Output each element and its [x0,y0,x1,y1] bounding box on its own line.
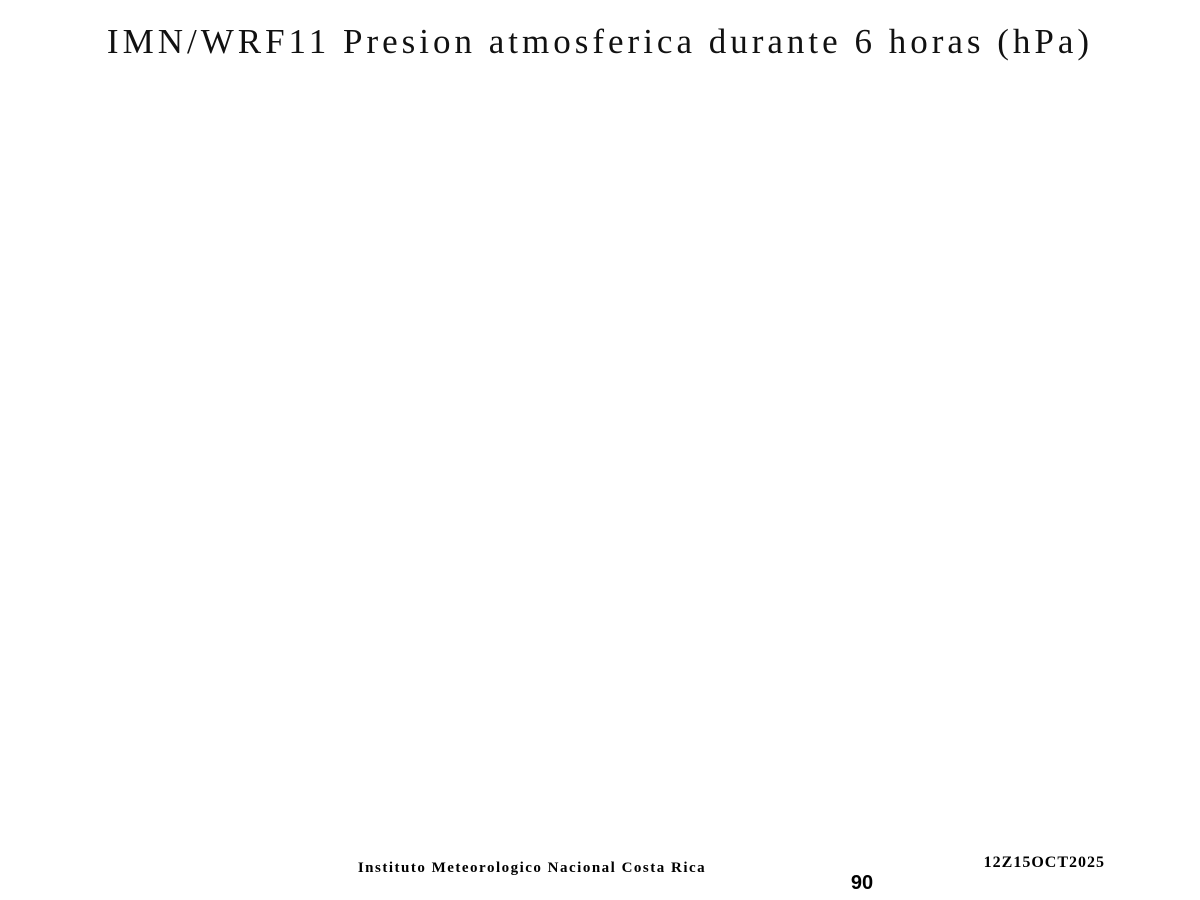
footer-institution: Instituto Meteorologico Nacional Costa R… [357,860,707,876]
page-title: IMN/WRF11 Presion atmosferica durante 6 … [106,22,1094,61]
timestamp: 12Z15OCT2025 [983,854,1105,871]
wind-reference-label: 90 [850,872,874,894]
